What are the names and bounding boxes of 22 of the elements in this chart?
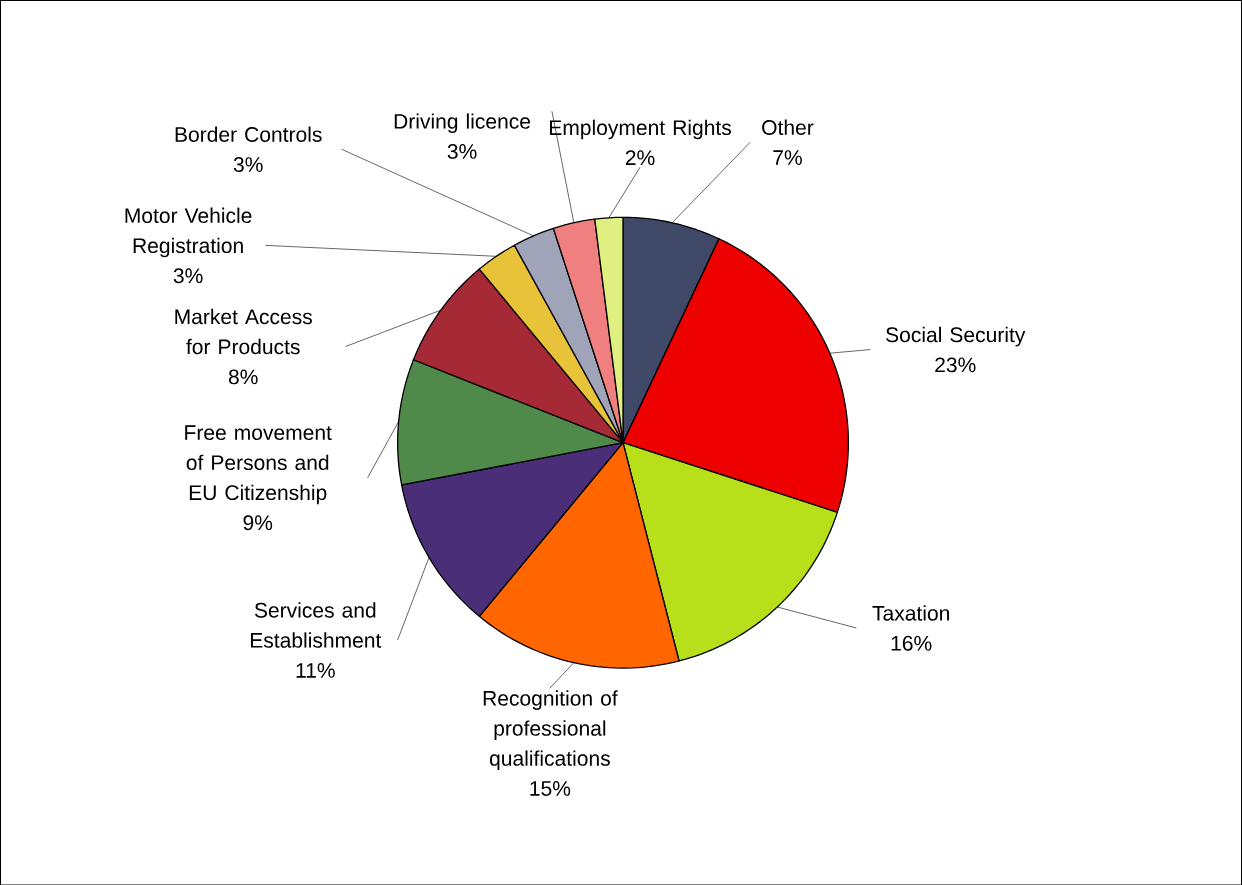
data-label: 16% <box>891 635 932 651</box>
data-label: 9% <box>243 515 273 530</box>
slice-label: Services and Establishment <box>250 602 382 648</box>
slice-label: Employment Rights <box>550 119 732 140</box>
data-label: 7% <box>773 150 802 165</box>
data-label: 3% <box>447 143 477 159</box>
data-label: 8% <box>228 369 258 385</box>
slice-label: Driving licence <box>394 113 531 133</box>
data-label: 11% <box>296 662 335 678</box>
data-label: 3% <box>233 156 263 172</box>
slice-label: Border Controls <box>175 126 322 142</box>
data-label: 15% <box>530 780 571 796</box>
slice-label: Social Security <box>886 326 1026 347</box>
slice-label: Taxation <box>872 605 949 621</box>
slice-label: Other <box>762 119 814 135</box>
slice-label: Free movement of Persons and EU Citizenship <box>185 425 332 505</box>
slice-label: Motor Vehicle Registration <box>125 207 252 258</box>
data-label: 23% <box>935 357 976 373</box>
data-label: 2% <box>625 150 655 165</box>
slice-label: Recognition of professional qualifications <box>483 690 618 770</box>
legend-label: Market Access for Products <box>175 308 312 355</box>
data-label: 3% <box>173 268 203 283</box>
